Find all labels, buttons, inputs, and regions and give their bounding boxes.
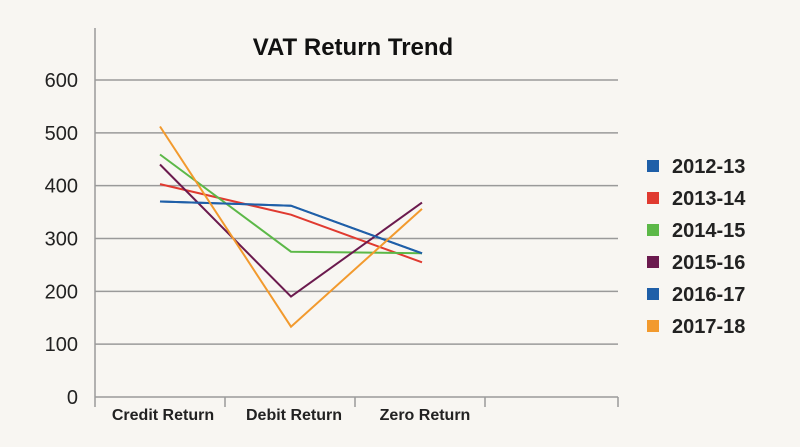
legend-swatch (647, 256, 659, 268)
series-lines (159, 125, 423, 329)
legend-swatch (647, 320, 659, 332)
legend-label: 2016-17 (672, 284, 745, 306)
legend-label: 2015-16 (672, 252, 745, 274)
y-tick-label: 600 (45, 70, 78, 92)
chart-title: VAT Return Trend (253, 34, 453, 61)
legend-swatch (647, 192, 659, 204)
series-line-2017-18 (159, 125, 423, 329)
legend-label: 2013-14 (672, 188, 746, 210)
x-tick-labels: Credit Return Debit Return Zero Return (112, 407, 470, 424)
legend-swatch (647, 288, 659, 300)
series-line-2014-15 (159, 153, 423, 255)
y-tick-label: 0 (67, 387, 78, 409)
axes: VAT Return Trend (94, 28, 619, 407)
series-line-2015-16 (159, 163, 423, 298)
y-tick-label: 100 (45, 334, 78, 356)
series-line-2016-17 (159, 200, 423, 255)
legend-swatch (647, 224, 659, 236)
legend-label: 2014-15 (672, 220, 745, 242)
y-tick-label: 500 (45, 123, 78, 145)
x-tick-label: Debit Return (246, 407, 342, 424)
legend-swatch (647, 160, 659, 172)
x-tick-label: Credit Return (112, 407, 214, 424)
legend-label: 2012-13 (672, 156, 745, 178)
y-tick-labels: 0 100 200 300 400 500 600 (45, 70, 78, 409)
y-tick-label: 200 (45, 281, 78, 303)
y-tick-label: 300 (45, 229, 78, 251)
legend-label: 2017-18 (672, 316, 745, 338)
y-tick-label: 400 (45, 176, 78, 198)
legend: 2012-13 2013-14 2014-15 2015-16 2016-17 2017-… (647, 156, 746, 338)
x-tick-label: Zero Return (380, 407, 471, 424)
